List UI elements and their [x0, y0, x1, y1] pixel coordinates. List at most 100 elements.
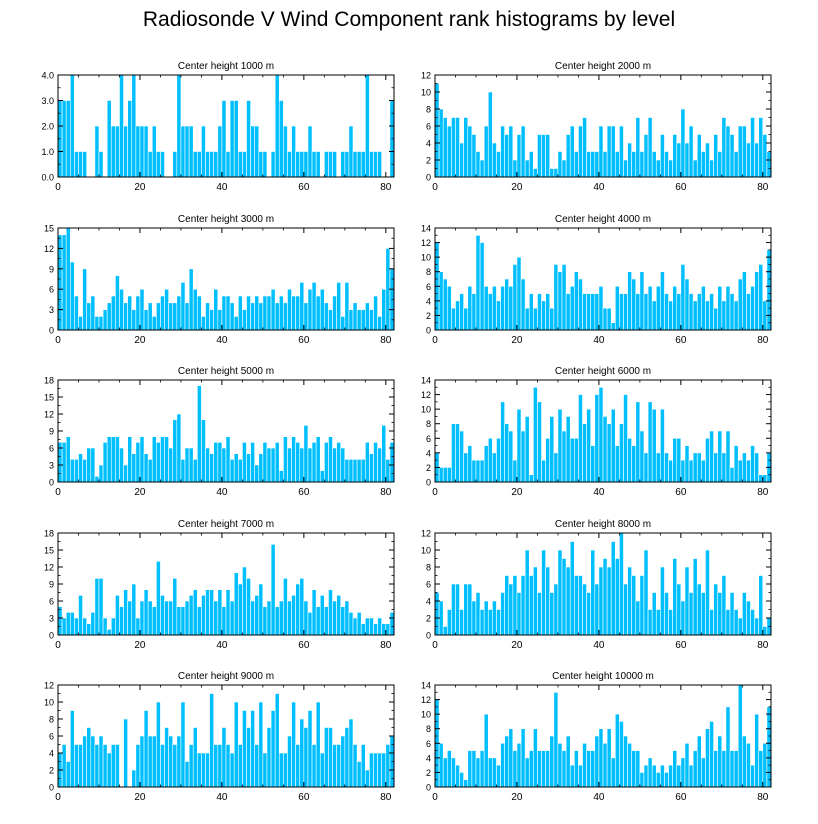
histogram-bar — [758, 474, 764, 483]
y-tick-label: 8 — [426, 267, 431, 277]
chart-panel: Center height 4000 m 0 20 40 60 80 0 2 4 6 8 10 12 14 — [421, 214, 772, 346]
histogram-bar — [701, 151, 706, 178]
histogram-bar — [446, 750, 452, 788]
histogram-bar — [717, 285, 723, 331]
histogram-bar — [86, 623, 92, 636]
histogram-bar — [188, 447, 194, 483]
y-tick-label: 6 — [426, 434, 431, 444]
histogram-bar — [709, 293, 714, 331]
histogram-bar — [676, 583, 682, 636]
histogram-bar — [660, 271, 665, 331]
histogram-bar — [110, 744, 116, 788]
histogram-bar — [287, 735, 292, 788]
histogram-bar — [106, 629, 112, 636]
histogram-bar — [344, 600, 350, 636]
histogram-bar — [569, 285, 575, 331]
histogram-bar — [680, 459, 686, 483]
histogram-bar — [352, 151, 358, 178]
y-tick-label: 2 — [426, 463, 431, 473]
histogram-bar — [721, 300, 727, 331]
histogram-bar — [221, 100, 227, 178]
histogram-bar — [684, 742, 690, 788]
y-tick-label: 6 — [49, 444, 54, 454]
histogram-bar — [639, 271, 645, 331]
histogram-bar — [319, 470, 325, 483]
histogram-bar — [520, 125, 526, 178]
histogram-bar — [69, 261, 75, 331]
histogram-bar — [541, 750, 546, 788]
histogram-bar — [475, 592, 481, 636]
histogram-bar — [590, 151, 596, 178]
histogram-bar — [598, 566, 604, 636]
histogram-bar — [725, 609, 731, 636]
histogram-bar — [705, 549, 710, 636]
histogram-bar — [524, 307, 530, 331]
histogram-bar — [516, 256, 522, 331]
x-tick-label: 60 — [675, 182, 687, 193]
histogram-bar — [201, 316, 206, 331]
histogram-bar — [524, 159, 530, 178]
histogram-bar — [643, 764, 649, 788]
histogram-bar — [623, 159, 628, 178]
histogram-bar — [504, 575, 510, 636]
histogram-bar — [151, 735, 157, 788]
chart-title: Center height 3000 m — [178, 214, 274, 225]
histogram-bar — [762, 134, 768, 178]
histogram-bar — [61, 234, 67, 331]
y-tick-label: 2 — [426, 768, 431, 778]
histogram-bar — [520, 278, 526, 331]
histogram-bar — [574, 271, 579, 331]
histogram-bar — [172, 744, 178, 788]
histogram-bar — [664, 772, 669, 788]
y-tick-label: 1.0 — [41, 147, 54, 157]
histogram-bar — [336, 595, 342, 636]
x-tick-label: 20 — [511, 182, 523, 193]
histogram-bar — [471, 293, 477, 331]
histogram-bar — [291, 295, 296, 331]
histogram-bar — [250, 600, 255, 636]
histogram-bar — [315, 436, 321, 483]
x-tick-label: 20 — [511, 487, 523, 498]
histogram-bar — [459, 142, 464, 178]
histogram-bar — [225, 295, 231, 331]
histogram-bar — [520, 430, 526, 483]
histogram-bar — [365, 74, 370, 178]
histogram-bar — [328, 151, 333, 178]
histogram-bar — [754, 452, 760, 483]
histogram-bar — [94, 476, 100, 483]
histogram-bar — [348, 459, 354, 483]
chart-title: Center height 1000 m — [178, 61, 274, 72]
histogram-bar — [442, 626, 448, 636]
histogram-bar — [602, 307, 608, 331]
histogram-bar — [758, 264, 764, 331]
histogram-bar — [110, 617, 116, 636]
histogram-bar — [504, 278, 510, 331]
histogram-bar — [471, 750, 477, 788]
histogram-bar — [701, 459, 706, 483]
histogram-bar — [492, 285, 497, 331]
chart-title: Center height 6000 m — [555, 366, 651, 377]
histogram-bar — [545, 437, 551, 483]
histogram-bar — [487, 437, 493, 483]
histogram-bar — [733, 300, 739, 331]
histogram-bar — [164, 288, 169, 331]
histogram-bar — [680, 264, 686, 331]
histogram-bar — [246, 727, 251, 788]
histogram-bar — [713, 750, 719, 788]
histogram-bar — [201, 595, 206, 636]
histogram-bar — [184, 447, 190, 483]
histogram-bar — [647, 609, 653, 636]
histogram-bar — [217, 589, 223, 636]
y-tick-label: 9 — [49, 264, 54, 274]
y-tick-label: 18 — [44, 376, 54, 386]
histogram-bar — [250, 710, 255, 788]
histogram-bar — [578, 764, 583, 788]
histogram-bar — [721, 750, 727, 788]
histogram-bar — [176, 295, 182, 331]
histogram-bar — [74, 151, 79, 178]
histogram-bar — [160, 295, 165, 331]
x-tick-label: 0 — [432, 792, 438, 803]
x-tick-label: 20 — [134, 640, 146, 651]
histogram-bar — [172, 302, 178, 331]
